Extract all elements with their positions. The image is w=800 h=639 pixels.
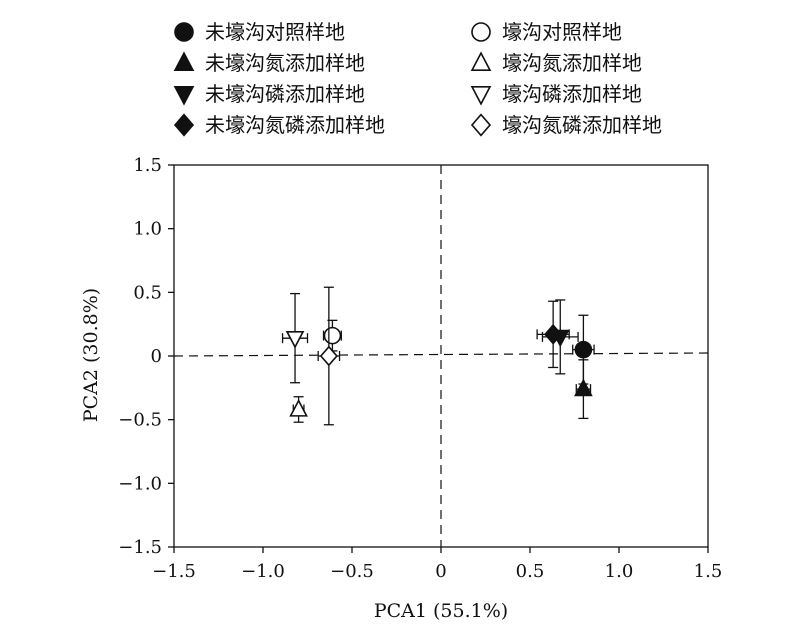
x-tick-label: −1.0: [241, 561, 285, 582]
y-tick-label: −1.5: [118, 537, 162, 558]
point-group-7: [536, 300, 570, 369]
legend-item-4: 壕沟氮添加样地: [470, 51, 642, 75]
y-tick-label: 0.5: [133, 282, 162, 303]
legend-item-3: 未壕沟氮添加样地: [173, 51, 365, 75]
legend-item-6: 壕沟磷添加样地: [470, 82, 642, 106]
x-axis-label: PCA1 (55.1%): [374, 600, 508, 622]
legend-marker-1: [174, 22, 194, 42]
legend-marker-5: [173, 86, 195, 106]
data-point-8: [319, 345, 338, 367]
y-tick-label: 0: [151, 346, 162, 367]
legend-label-1: 未壕沟对照样地: [205, 20, 345, 44]
legend-marker-6: [470, 86, 492, 106]
point-group-1: [572, 314, 595, 385]
legend-label-7: 未壕沟氮磷添加样地: [205, 113, 385, 137]
x-tick-label: 0.5: [516, 561, 545, 582]
legend-item-8: 壕沟氮磷添加样地: [470, 113, 662, 137]
legend-marker-8: [470, 113, 492, 137]
data-point-7: [544, 323, 563, 345]
point-group-3: [574, 359, 593, 420]
x-tick-label: −0.5: [330, 561, 374, 582]
data-points: [281, 286, 595, 426]
legend-label-2: 壕沟对照样地: [502, 20, 622, 44]
point-group-8: [317, 286, 341, 426]
legend-item-5: 未壕沟磷添加样地: [173, 82, 365, 106]
legend-label-4: 壕沟氮添加样地: [502, 51, 642, 75]
x-tick-label: 0: [435, 561, 446, 582]
y-tick-label: 1.0: [133, 219, 162, 240]
y-axis-label: PCA2 (30.8%): [80, 288, 102, 422]
point-group-4: [289, 396, 308, 423]
legend-label-6: 壕沟磷添加样地: [502, 82, 642, 106]
point-group-6: [281, 292, 309, 384]
x-tick-label: −1.5: [152, 561, 196, 582]
y-tick-label: −1.0: [118, 473, 162, 494]
legend-label-8: 壕沟氮磷添加样地: [502, 113, 662, 137]
y-tick-label: −0.5: [118, 410, 162, 431]
legend-item-7: 未壕沟氮磷添加样地: [173, 113, 385, 137]
legend-label-5: 未壕沟磷添加样地: [205, 82, 365, 106]
data-point-2: [323, 326, 342, 345]
x-axis-ticks: −1.5 −1.0 −0.5 0 0.5 1.0 1.5: [152, 547, 722, 582]
data-point-3: [574, 378, 593, 397]
legend-item-1: 未壕沟对照样地: [174, 20, 345, 44]
x-tick-label: 1.5: [694, 561, 723, 582]
legend-marker-4: [470, 51, 492, 71]
legend-item-2: 壕沟对照样地: [471, 20, 622, 44]
data-point-6: [285, 330, 305, 349]
legend-marker-7: [173, 113, 195, 137]
x-tick-label: 1.0: [605, 561, 634, 582]
y-tick-label: 1.5: [133, 155, 162, 176]
legend-label-3: 未壕沟氮添加样地: [205, 51, 365, 75]
data-point-1: [574, 340, 593, 359]
plot-area: [173, 164, 709, 548]
data-point-4: [289, 398, 308, 417]
y-axis-ticks: −1.5 −1.0 −0.5 0 0.5 1.0 1.5: [118, 155, 174, 558]
legend-marker-2: [471, 22, 491, 42]
point-group-2: [322, 319, 342, 352]
legend-marker-3: [173, 51, 195, 71]
